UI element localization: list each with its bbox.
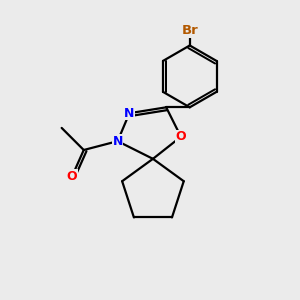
Text: O: O bbox=[176, 130, 186, 143]
Text: N: N bbox=[112, 135, 123, 148]
Text: Br: Br bbox=[182, 24, 198, 37]
Text: O: O bbox=[67, 170, 77, 183]
Text: N: N bbox=[124, 107, 135, 120]
